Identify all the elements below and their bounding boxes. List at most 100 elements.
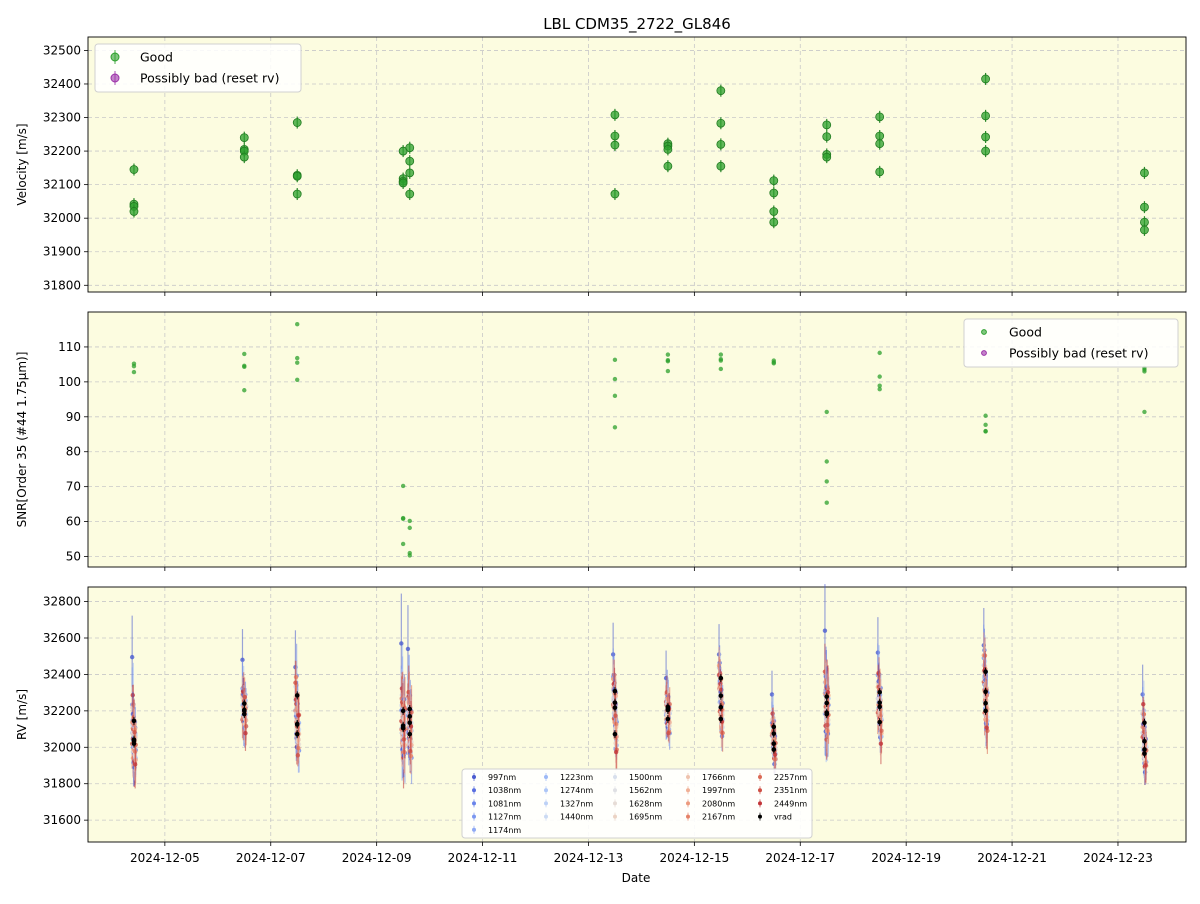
snr-point [983, 413, 988, 418]
rv-legend-marker [613, 775, 617, 779]
y-tick-label: 32200 [43, 144, 81, 158]
legend-box [94, 43, 302, 93]
vrad-point [294, 722, 300, 727]
velocity-point [292, 118, 302, 127]
velocity-point [981, 146, 990, 156]
rv-legend-entry: 1628nm [629, 799, 662, 808]
vrad-point [241, 711, 247, 717]
rv-wavelength-point [132, 730, 137, 735]
snr-point [131, 369, 137, 375]
y-tick-label: 31600 [43, 813, 81, 827]
vrad-point [983, 669, 988, 674]
snr-point [295, 355, 300, 361]
rv-legend-marker [472, 788, 476, 793]
rv-wavelength-point [129, 654, 135, 660]
velocity-point [292, 171, 302, 181]
velocity-point [405, 143, 415, 153]
snr-point [877, 350, 882, 356]
rv-legend-marker [544, 801, 548, 806]
rv-legend-marker [758, 775, 762, 779]
x-tick-label: 2024-12-11 [448, 851, 518, 865]
vrad-point [241, 701, 247, 706]
legend-marker [110, 52, 120, 62]
legend-marker [981, 350, 987, 356]
rv-legend-marker [472, 814, 476, 819]
vrad-point [877, 704, 882, 710]
velocity-point [663, 145, 673, 154]
vrad-point [1142, 738, 1147, 744]
rv-legend-marker [472, 775, 476, 779]
snr-point [718, 352, 724, 357]
rv-wavelength-point [242, 694, 248, 700]
rv-legend-entry: 997nm [488, 773, 516, 782]
snr-point [824, 500, 829, 505]
rv-legend-marker [472, 801, 476, 806]
rv-wavelength-point [822, 628, 828, 633]
rv-legend-entry: 2080nm [702, 799, 735, 808]
vrad-point [718, 716, 724, 722]
x-tick-label: 2024-12-09 [342, 851, 412, 865]
rv-legend-marker [758, 814, 762, 819]
rv-legend-marker [544, 814, 548, 819]
vrad-point [612, 731, 618, 737]
velocity-point [1140, 168, 1149, 178]
rv-legend-entry: 1038nm [488, 786, 521, 795]
snr-point [824, 409, 829, 415]
velocity-point [981, 111, 990, 121]
y-axis-label: RV [m/s] [15, 689, 29, 740]
snr-point [824, 459, 829, 464]
vrad-point [665, 707, 671, 713]
vrad-point [771, 741, 777, 746]
snr-point [665, 359, 671, 364]
rv-wavelength-point [296, 713, 301, 718]
vrad-point [612, 705, 618, 710]
snr-point [983, 429, 988, 434]
x-tick-label: 2024-12-13 [554, 851, 624, 865]
velocity-point [716, 139, 726, 149]
y-tick-label: 50 [66, 550, 81, 564]
legend-entry: Possibly bad (reset rv) [140, 71, 279, 86]
rv-wavelength-point [772, 752, 778, 757]
vrad-point [294, 731, 300, 737]
rv-legend-entry: 1223nm [560, 773, 593, 782]
snr-point [242, 351, 247, 357]
x-tick-label: 2024-12-21 [977, 851, 1047, 865]
rv-wavelength-point [984, 725, 989, 730]
rv-legend-marker [613, 814, 617, 819]
y-tick-label: 32500 [43, 43, 81, 57]
rv-legend-box [461, 768, 813, 839]
y-tick-label: 31800 [43, 278, 81, 292]
velocity-point [1140, 225, 1149, 235]
snr-point [407, 553, 412, 558]
velocity-point [239, 152, 249, 162]
velocity-point [981, 74, 990, 84]
rv-panel: 2024-12-05 2024-12-07 2024-12-09 2024-12-11… [15, 584, 1187, 865]
legend-marker [110, 73, 120, 83]
y-tick-label: 80 [66, 445, 81, 459]
vrad-point [294, 693, 300, 698]
vrad-point [877, 719, 882, 725]
y-tick-label: 32100 [43, 178, 81, 192]
velocity-point [769, 207, 779, 216]
snr-point [612, 425, 618, 430]
rv-legend-marker [544, 788, 548, 793]
velocity-panel: 31800 31900 32000 32100 32200 32300 32400 32500… [15, 36, 1187, 296]
rv-legend-entry: 1327nm [560, 799, 593, 808]
rv-wavelength-point [240, 657, 245, 663]
rv-legend-entry: 2257nm [774, 773, 807, 782]
rv-legend-entry: 1500nm [629, 773, 662, 782]
vrad-point [824, 700, 830, 706]
rv-legend-entry: 2351nm [774, 786, 807, 795]
rv-legend-marker [613, 801, 617, 806]
snr-point [295, 377, 300, 382]
y-tick-label: 32200 [43, 704, 81, 718]
snr-point [877, 383, 882, 388]
snr-point [400, 483, 406, 489]
vrad-point [771, 731, 777, 736]
rv-legend-marker [758, 788, 762, 793]
rv-wavelength-point [613, 749, 619, 755]
rv-legend-entry: 2167nm [702, 813, 735, 822]
vrad-point [131, 718, 137, 724]
legend-entry: Good [1009, 325, 1042, 340]
